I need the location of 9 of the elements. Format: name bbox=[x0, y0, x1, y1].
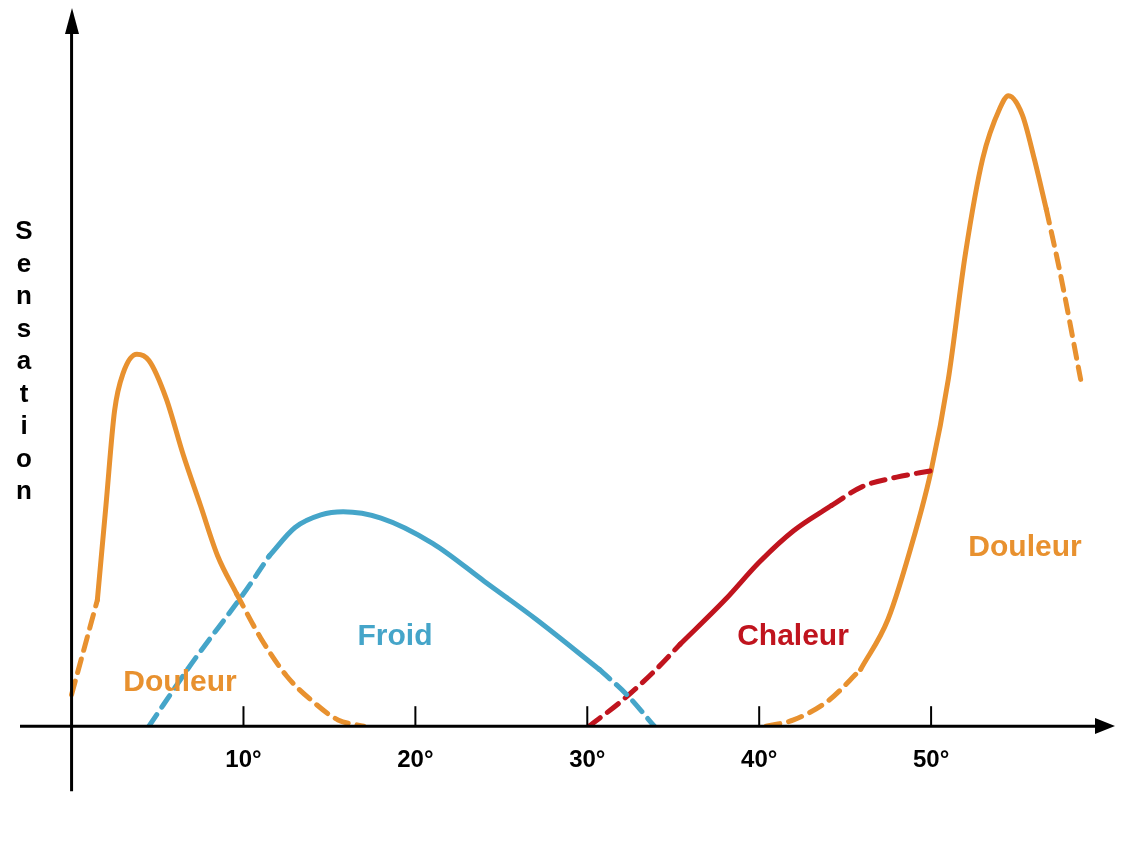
x-tick-label: 30° bbox=[569, 745, 606, 773]
series-label: Douleur bbox=[968, 529, 1082, 563]
x-tick-label: 20° bbox=[397, 745, 434, 773]
x-tick-label: 40° bbox=[741, 745, 778, 773]
text: Sensation bbox=[15, 215, 33, 506]
text: Froid bbox=[357, 618, 433, 652]
x-tick-label: 50° bbox=[912, 745, 950, 773]
x-tick-label: 10° bbox=[225, 745, 262, 773]
series-label: Chaleur bbox=[737, 618, 850, 652]
